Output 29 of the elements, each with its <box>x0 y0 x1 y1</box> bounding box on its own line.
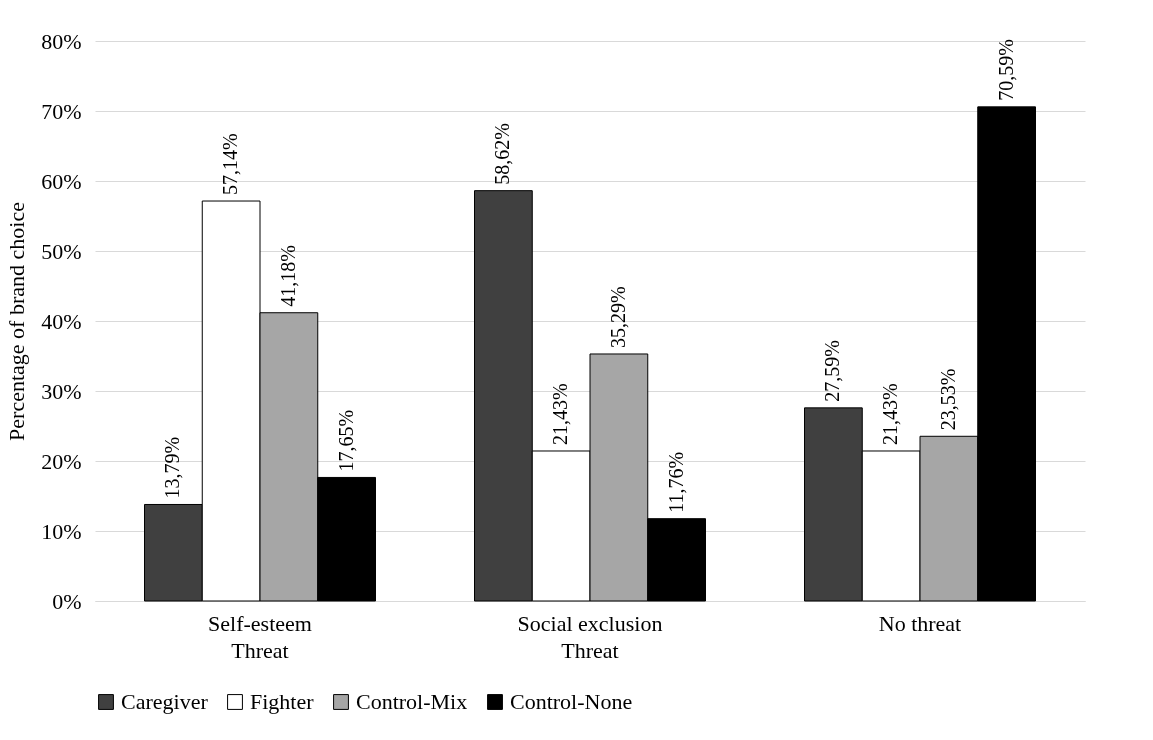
data-label: 35,29% <box>606 286 629 348</box>
legend-label: Fighter <box>250 689 315 714</box>
data-label: 23,53% <box>936 368 959 431</box>
y-tick-label: 20% <box>41 448 82 474</box>
x-tick-label: Self-esteem Threat <box>208 610 312 663</box>
data-label: 57,14% <box>219 133 242 196</box>
y-tick-label: 0% <box>52 588 82 614</box>
y-tick-label: 10% <box>41 518 82 544</box>
y-tick-label: 50% <box>41 238 82 264</box>
x-tick-label: Social exclusion Threat <box>517 610 663 663</box>
y-tick-label: 80% <box>41 28 82 54</box>
data-label: 13,79% <box>161 436 184 499</box>
y-tick-label: 60% <box>41 168 82 194</box>
data-label: 17,65% <box>334 409 357 472</box>
data-label: 27,59% <box>821 340 844 402</box>
y-axis-title: Percentage of brand choice <box>4 202 30 441</box>
legend-label: Control-Mix <box>356 689 468 714</box>
data-label: 21,43% <box>879 383 902 445</box>
y-tick-label: 70% <box>41 98 82 124</box>
y-tick-label: 40% <box>41 308 82 334</box>
data-label: 11,76% <box>664 451 687 513</box>
legend-label: Control-None <box>510 689 633 714</box>
data-label: 70,59% <box>994 39 1017 101</box>
x-tick-label: No threat <box>878 610 962 636</box>
data-label: 58,62% <box>491 122 514 185</box>
data-label: 41,18% <box>276 245 299 307</box>
legend-label: Caregiver <box>121 689 209 714</box>
y-tick-label: 30% <box>41 378 82 404</box>
data-label: 21,43% <box>549 383 572 445</box>
